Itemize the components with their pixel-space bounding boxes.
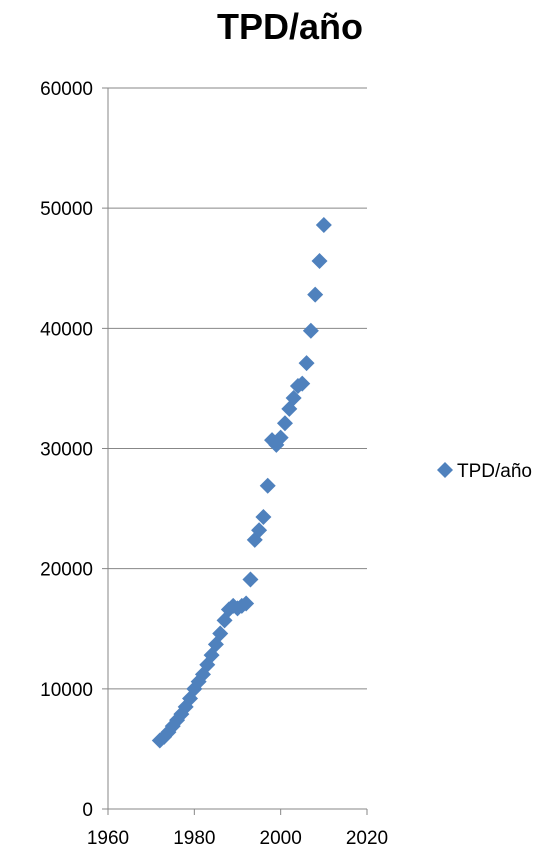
y-tick-label-50000: 50000 bbox=[40, 199, 93, 220]
data-point-1993 bbox=[242, 571, 259, 588]
y-tick-label-20000: 20000 bbox=[40, 560, 93, 581]
y-tick-label-40000: 40000 bbox=[40, 319, 93, 340]
tick-labels: 0 10000 20000 30000 40000 50000 60000 1960 1980 2… bbox=[40, 79, 388, 849]
data-point-2010 bbox=[315, 216, 332, 233]
x-tick-label-1960: 1960 bbox=[87, 828, 129, 849]
data-point-1995 bbox=[251, 522, 268, 539]
data-point-2005 bbox=[294, 375, 311, 392]
y-tick-label-0: 0 bbox=[82, 800, 93, 821]
data-point-2003 bbox=[285, 390, 302, 407]
x-tick-label-1980: 1980 bbox=[173, 828, 215, 849]
legend-marker-diamond-icon bbox=[437, 462, 453, 478]
y-tick-label-60000: 60000 bbox=[40, 79, 93, 100]
data-points bbox=[151, 216, 332, 749]
y-tick-label-10000: 10000 bbox=[40, 680, 93, 701]
data-point-2000 bbox=[272, 429, 289, 446]
data-point-2008 bbox=[307, 286, 324, 303]
data-point-2001 bbox=[276, 415, 293, 432]
x-tick-label-2020: 2020 bbox=[346, 828, 388, 849]
data-point-1996 bbox=[255, 508, 272, 525]
legend: TPD/año bbox=[437, 461, 532, 482]
data-point-1997 bbox=[259, 477, 276, 494]
data-point-2006 bbox=[298, 355, 315, 372]
data-point-2009 bbox=[311, 253, 328, 270]
data-point-2007 bbox=[302, 322, 319, 339]
data-point-1992 bbox=[238, 595, 255, 612]
x-tick-label-2000: 2000 bbox=[260, 828, 302, 849]
legend-label: TPD/año bbox=[457, 461, 532, 482]
chart-title: TPD/año bbox=[217, 6, 363, 47]
data-point-1986 bbox=[212, 625, 229, 642]
gridlines bbox=[102, 87, 367, 690]
y-tick-label-30000: 30000 bbox=[40, 440, 93, 461]
axes bbox=[102, 88, 368, 815]
